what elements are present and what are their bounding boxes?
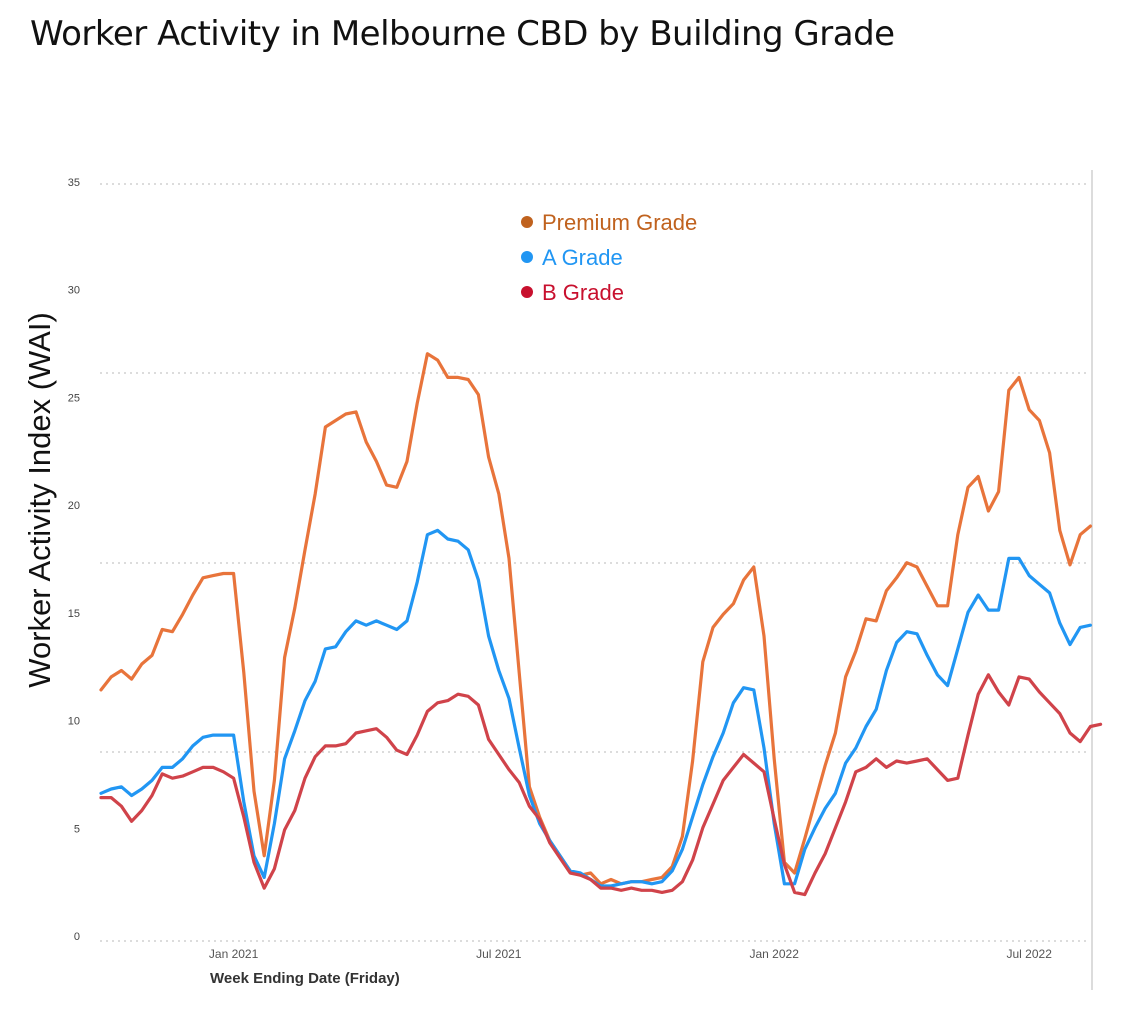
x-axis-ticks: Jan 2021 Jul 2021 Jan 2022 Jul 2022 xyxy=(209,947,1052,961)
y-tick-label: 5 xyxy=(74,823,80,835)
legend-marker-premium-grade xyxy=(521,216,533,228)
y-tick-label: 35 xyxy=(68,177,80,189)
x-tick-label: Jul 2022 xyxy=(1007,947,1053,961)
series-line-b-grade xyxy=(99,673,1103,897)
y-tick-label: 15 xyxy=(68,608,80,620)
legend-label-b-grade: B Grade xyxy=(542,280,624,305)
y-axis-ticks: 0 5 10 15 20 25 30 35 xyxy=(68,177,80,943)
x-tick-label: Jan 2021 xyxy=(209,947,259,961)
grid-lines xyxy=(100,183,1088,942)
y-tick-label: 10 xyxy=(68,716,80,728)
y-tick-label: 30 xyxy=(68,285,80,297)
y-axis-label: Worker Activity Index (WAI) xyxy=(22,312,57,688)
legend-marker-a-grade xyxy=(521,251,533,263)
legend[interactable]: Premium Grade A Grade B Grade xyxy=(521,210,697,305)
y-tick-label: 20 xyxy=(68,500,80,512)
x-axis-label: Week Ending Date (Friday) xyxy=(210,970,400,987)
legend-label-premium-grade: Premium Grade xyxy=(542,210,697,235)
series-line-a-grade xyxy=(99,528,1093,888)
chart-title: Worker Activity in Melbourne CBD by Buil… xyxy=(30,14,895,54)
y-tick-label: 0 xyxy=(74,931,80,943)
legend-label-a-grade: A Grade xyxy=(542,245,623,270)
legend-marker-b-grade xyxy=(521,286,533,298)
y-tick-label: 25 xyxy=(68,392,80,404)
series-lines xyxy=(99,352,1103,897)
x-tick-label: Jan 2022 xyxy=(750,947,800,961)
x-tick-label: Jul 2021 xyxy=(476,947,522,961)
series-line-premium-grade xyxy=(99,352,1093,886)
